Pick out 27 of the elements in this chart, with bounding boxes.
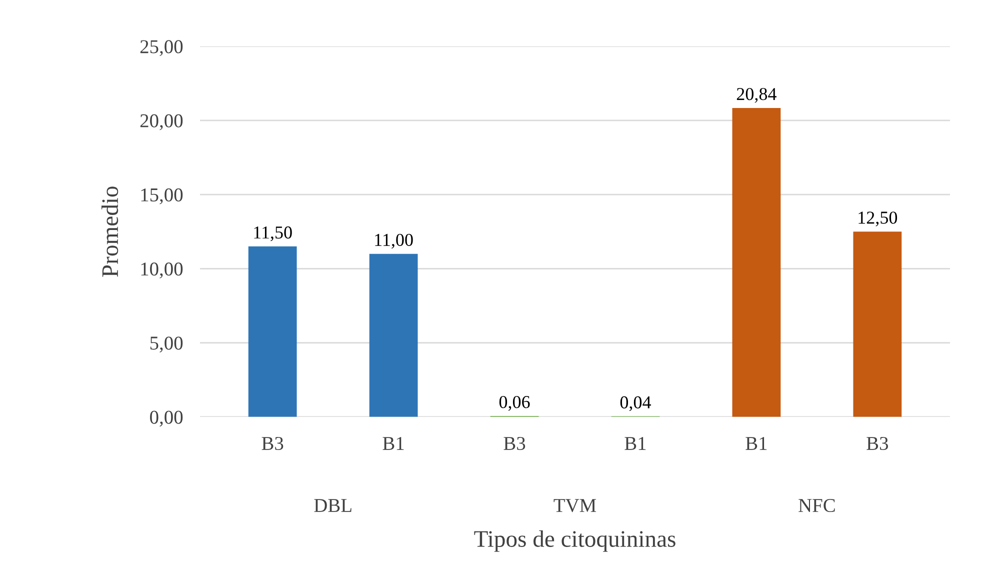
bar [732,108,781,417]
bar [369,254,418,417]
y-tick-label: 20,00 [140,114,183,130]
y-tick-label: 15,00 [141,188,183,204]
x-tick-label: B3 [504,436,526,450]
x-tick-label: B3 [866,436,888,450]
data-label: 12,50 [858,212,898,226]
x-tick-label: B1 [746,436,767,450]
text: DBL [314,499,352,512]
x-axis-title: Tipos de citoquininas [474,530,676,552]
data-label: 0,06 [499,396,530,411]
y-tick-label: 5,00 [150,336,183,353]
data-label: 11,00 [375,234,413,249]
data-label: 0,04 [620,396,651,412]
x-tick-label: B3 [262,436,284,450]
data-label: 20,84 [736,88,776,103]
y-axis-title: Promedio [102,186,118,277]
bar [853,232,902,417]
bar [248,246,297,417]
x-tick-label: B1 [382,436,404,450]
y-tick-label: 0,00 [150,410,183,427]
text: TVM [554,499,596,512]
data-label: 11,50 [254,226,292,242]
text: NFC [798,498,835,512]
x-tick-label: B1 [624,436,646,450]
y-tick-label: 10,00 [141,262,183,278]
y-tick-label: 25,00 [140,40,183,56]
